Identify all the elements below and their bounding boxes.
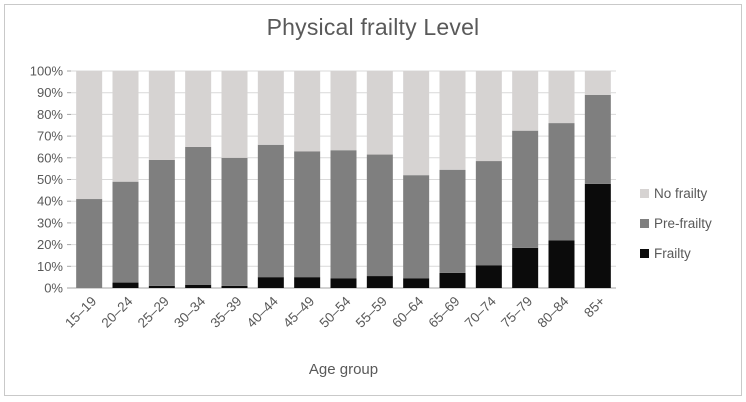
y-tick-label: 100% xyxy=(30,64,64,79)
bar-segment-no-frailty xyxy=(548,71,575,124)
x-tick-label: 35–39 xyxy=(207,294,244,331)
bar-segment-no-frailty xyxy=(330,71,357,151)
bar-segment-frailty xyxy=(148,285,175,288)
bar-segment-no-frailty xyxy=(185,71,212,147)
legend-swatch-frailty xyxy=(640,248,649,258)
legend: No frailty Pre-frailty Frailty xyxy=(640,178,740,268)
bar-segment-no-frailty xyxy=(257,71,284,145)
x-tick-label: 20–24 xyxy=(98,293,135,330)
y-tick-label: 90% xyxy=(37,85,63,100)
x-tick-label: 75–79 xyxy=(498,294,535,331)
legend-swatch-no-frailty xyxy=(640,188,649,198)
bar-segment-no-frailty xyxy=(221,71,248,158)
bar-segment-frailty xyxy=(512,247,539,288)
legend-label-no-frailty: No frailty xyxy=(654,185,708,201)
x-axis-label: Age group xyxy=(308,361,379,378)
legend-swatch-pre-frailty xyxy=(640,218,649,228)
x-tick-label: 50–54 xyxy=(316,293,353,330)
x-tick-label: 80–84 xyxy=(534,293,571,330)
bar-segment-pre-frailty xyxy=(512,130,539,248)
bar-segment-pre-frailty xyxy=(403,175,430,279)
x-tick-label: 15–19 xyxy=(62,294,99,331)
bar-segment-no-frailty xyxy=(76,71,103,200)
x-tick-label: 60–64 xyxy=(389,293,426,330)
bar-segment-pre-frailty xyxy=(112,181,139,283)
bar-segment-no-frailty xyxy=(439,71,466,170)
bar-segment-frailty xyxy=(294,277,321,288)
y-tick-label: 40% xyxy=(37,194,63,209)
legend-label-frailty: Frailty xyxy=(654,245,691,261)
bar-segment-pre-frailty xyxy=(76,199,103,288)
bar-segment-no-frailty xyxy=(475,71,502,162)
bar-segment-pre-frailty xyxy=(148,159,175,286)
y-tick-label: 0% xyxy=(44,281,63,296)
bar-segment-no-frailty xyxy=(294,71,321,152)
y-tick-label: 60% xyxy=(37,150,63,165)
bar-segment-frailty xyxy=(185,284,212,288)
y-tick-label: 80% xyxy=(37,107,63,122)
bar-segment-frailty xyxy=(221,285,248,288)
bar-segment-no-frailty xyxy=(403,71,430,176)
x-tick-label: 65–69 xyxy=(425,294,462,331)
legend-label-pre-frailty: Pre-frailty xyxy=(654,215,712,231)
bar-segment-frailty xyxy=(403,278,430,288)
legend-item-frailty: Frailty xyxy=(640,238,740,268)
y-tick-label: 50% xyxy=(37,172,63,187)
bar-segment-no-frailty xyxy=(584,71,611,95)
y-tick-label: 70% xyxy=(37,129,63,144)
x-tick-label: 45–49 xyxy=(280,294,317,331)
bar-segment-frailty xyxy=(439,272,466,288)
bar-segment-pre-frailty xyxy=(330,150,357,279)
bar-segment-frailty xyxy=(112,282,139,288)
bar-segment-pre-frailty xyxy=(584,94,611,184)
x-tick-label: 55–59 xyxy=(353,294,390,331)
bar-segment-no-frailty xyxy=(366,71,393,155)
chart-title: Physical frailty Level xyxy=(266,14,480,40)
y-tick-label: 10% xyxy=(37,259,63,274)
bar-segment-pre-frailty xyxy=(475,161,502,266)
bar-segment-pre-frailty xyxy=(548,123,575,241)
x-tick-label: 85+ xyxy=(581,293,608,320)
bar-segment-frailty xyxy=(475,265,502,288)
bar-segment-pre-frailty xyxy=(185,146,212,285)
legend-item-no-frailty: No frailty xyxy=(640,178,740,208)
legend-item-pre-frailty: Pre-frailty xyxy=(640,208,740,238)
bar-segment-frailty xyxy=(548,240,575,288)
x-tick-label: 30–34 xyxy=(171,293,208,330)
bar-segment-frailty xyxy=(584,183,611,288)
bar-segment-pre-frailty xyxy=(439,169,466,273)
bar-segment-no-frailty xyxy=(112,71,139,182)
bar-segment-pre-frailty xyxy=(294,151,321,278)
x-tick-label: 40–44 xyxy=(244,293,281,330)
bar-segment-no-frailty xyxy=(512,71,539,131)
bar-segment-frailty xyxy=(330,278,357,288)
bar-segment-no-frailty xyxy=(148,71,175,160)
bar-segment-frailty xyxy=(366,276,393,288)
bar-segment-pre-frailty xyxy=(257,144,284,278)
x-tick-label: 25–29 xyxy=(135,294,172,331)
bar-segment-pre-frailty xyxy=(221,157,248,286)
bar-segment-pre-frailty xyxy=(366,154,393,277)
bar-segment-frailty xyxy=(257,277,284,288)
y-tick-label: 30% xyxy=(37,215,63,230)
y-tick-label: 20% xyxy=(37,237,63,252)
x-tick-label: 70–74 xyxy=(462,293,499,330)
